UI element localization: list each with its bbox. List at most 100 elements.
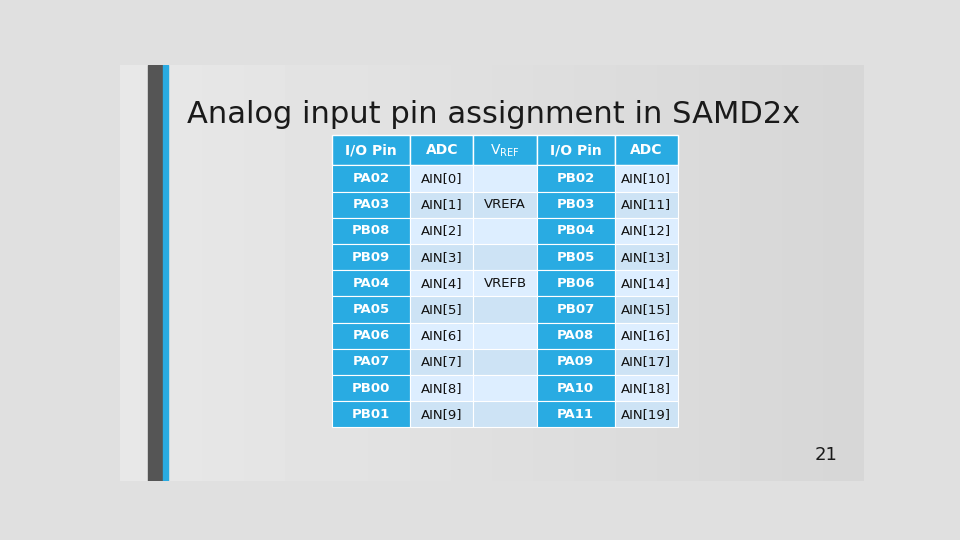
Bar <box>614 322 678 349</box>
Bar <box>537 244 614 270</box>
Bar <box>473 270 537 296</box>
Text: AIN[1]: AIN[1] <box>421 198 463 211</box>
Bar <box>410 218 473 244</box>
Text: AIN[12]: AIN[12] <box>621 225 671 238</box>
Bar <box>614 218 678 244</box>
Text: PA11: PA11 <box>557 408 594 421</box>
Text: PA07: PA07 <box>352 355 390 368</box>
Text: AIN[15]: AIN[15] <box>621 303 671 316</box>
Text: VREFB: VREFB <box>484 277 527 290</box>
Bar <box>410 401 473 427</box>
Text: PA03: PA03 <box>352 198 390 211</box>
Bar <box>537 322 614 349</box>
Text: AIN[10]: AIN[10] <box>621 172 671 185</box>
Bar <box>332 192 410 218</box>
Text: PB02: PB02 <box>557 172 595 185</box>
Bar <box>332 270 410 296</box>
Text: PA02: PA02 <box>352 172 390 185</box>
Bar <box>614 270 678 296</box>
Text: AIN[3]: AIN[3] <box>421 251 463 264</box>
Bar <box>148 65 161 481</box>
Text: PA05: PA05 <box>352 303 390 316</box>
Bar <box>473 165 537 192</box>
Bar <box>410 136 473 165</box>
Text: I/O Pin: I/O Pin <box>550 144 602 158</box>
Text: PA08: PA08 <box>557 329 594 342</box>
Text: AIN[9]: AIN[9] <box>421 408 463 421</box>
Bar <box>332 401 410 427</box>
Bar <box>537 136 614 165</box>
Text: AIN[2]: AIN[2] <box>421 225 463 238</box>
Text: VREFA: VREFA <box>484 198 526 211</box>
Bar <box>410 296 473 322</box>
Text: AIN[14]: AIN[14] <box>621 277 671 290</box>
Bar <box>537 270 614 296</box>
Bar <box>537 375 614 401</box>
Bar <box>473 218 537 244</box>
Text: AIN[7]: AIN[7] <box>421 355 463 368</box>
Text: PB09: PB09 <box>352 251 390 264</box>
Text: $\mathrm{V_{REF}}$: $\mathrm{V_{REF}}$ <box>491 142 519 159</box>
Bar <box>614 192 678 218</box>
Text: Analog input pin assignment in SAMD2x: Analog input pin assignment in SAMD2x <box>187 100 800 129</box>
Bar <box>537 401 614 427</box>
Bar <box>537 165 614 192</box>
Text: AIN[6]: AIN[6] <box>421 329 463 342</box>
Bar <box>537 218 614 244</box>
Bar <box>614 401 678 427</box>
Bar <box>614 375 678 401</box>
Bar <box>473 192 537 218</box>
Bar <box>332 165 410 192</box>
Bar <box>614 296 678 322</box>
Text: PB07: PB07 <box>557 303 595 316</box>
Bar <box>473 244 537 270</box>
Bar <box>614 244 678 270</box>
Text: PB08: PB08 <box>352 225 391 238</box>
Bar <box>410 322 473 349</box>
Bar <box>614 136 678 165</box>
Bar <box>410 375 473 401</box>
Bar <box>410 270 473 296</box>
Text: AIN[5]: AIN[5] <box>421 303 463 316</box>
Bar <box>410 349 473 375</box>
Text: I/O Pin: I/O Pin <box>346 144 397 158</box>
Text: PA06: PA06 <box>352 329 390 342</box>
Bar <box>537 192 614 218</box>
Text: PB05: PB05 <box>557 251 595 264</box>
Bar <box>332 322 410 349</box>
Bar <box>537 296 614 322</box>
Text: ADC: ADC <box>630 144 662 158</box>
Bar <box>332 218 410 244</box>
Bar <box>163 65 168 481</box>
Bar <box>332 136 410 165</box>
Text: AIN[19]: AIN[19] <box>621 408 671 421</box>
Bar <box>473 136 537 165</box>
Text: AIN[13]: AIN[13] <box>621 251 671 264</box>
Text: PB06: PB06 <box>557 277 595 290</box>
Bar <box>410 192 473 218</box>
Text: AIN[16]: AIN[16] <box>621 329 671 342</box>
Bar <box>473 322 537 349</box>
Bar <box>332 296 410 322</box>
Bar <box>410 244 473 270</box>
Text: PA10: PA10 <box>557 382 594 395</box>
Bar <box>332 349 410 375</box>
Text: AIN[0]: AIN[0] <box>421 172 463 185</box>
Bar <box>614 165 678 192</box>
Bar <box>537 349 614 375</box>
Text: AIN[11]: AIN[11] <box>621 198 671 211</box>
Text: PB00: PB00 <box>352 382 391 395</box>
Text: PA09: PA09 <box>557 355 594 368</box>
Text: PB04: PB04 <box>557 225 595 238</box>
Bar <box>410 165 473 192</box>
Bar <box>614 349 678 375</box>
Bar <box>332 375 410 401</box>
Text: PB03: PB03 <box>557 198 595 211</box>
Bar <box>332 244 410 270</box>
Bar <box>473 296 537 322</box>
Text: PA04: PA04 <box>352 277 390 290</box>
Bar <box>473 349 537 375</box>
Text: AIN[4]: AIN[4] <box>421 277 463 290</box>
Bar <box>473 401 537 427</box>
Text: AIN[8]: AIN[8] <box>421 382 463 395</box>
